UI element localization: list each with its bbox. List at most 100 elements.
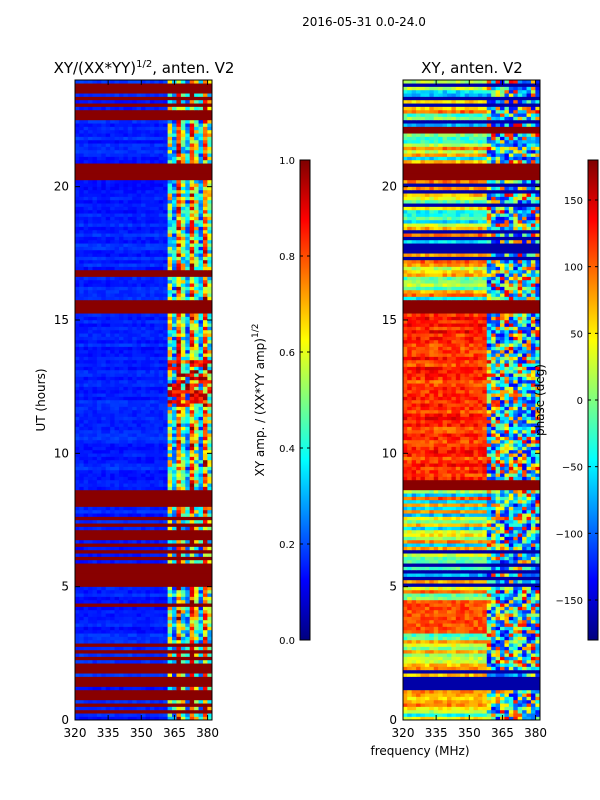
heatmap-cell — [172, 226, 177, 231]
heatmap-cell — [202, 373, 208, 377]
heatmap-cell — [79, 259, 85, 264]
heatmap-cell — [75, 519, 80, 524]
heatmap-cell — [105, 233, 111, 237]
heatmap-cell — [96, 339, 102, 344]
heatmap-cell — [79, 403, 85, 407]
heatmap-cell — [83, 463, 89, 467]
heatmap-cell — [158, 426, 164, 431]
heatmap-cell — [101, 439, 107, 444]
heatmap-cell — [198, 139, 204, 144]
heatmap-cell — [172, 356, 177, 361]
heatmap-cell — [189, 209, 195, 214]
heatmap-cell — [96, 336, 102, 341]
heatmap-cell — [123, 283, 129, 287]
heatmap-cell — [158, 159, 164, 164]
heatmap-cell — [180, 159, 186, 164]
heatmap-cell — [180, 629, 186, 634]
heatmap-cell — [495, 673, 501, 677]
heatmap-cell — [180, 193, 186, 197]
heatmap-cell — [477, 689, 483, 694]
heatmap-cell — [451, 706, 457, 711]
heatmap-cell — [141, 416, 146, 421]
heatmap-cell — [105, 459, 111, 464]
heatmap-cell — [79, 539, 85, 544]
heatmap-cell — [83, 623, 89, 627]
heatmap-cell — [79, 616, 85, 621]
heatmap-cell — [154, 183, 160, 187]
heatmap-cell — [455, 649, 461, 654]
heatmap-cell — [180, 623, 186, 627]
heatmap-cell — [88, 179, 93, 184]
heatmap-cell — [132, 279, 138, 284]
heatmap-cell — [194, 706, 199, 711]
heatmap-cell — [163, 349, 169, 354]
heatmap-cell — [114, 613, 120, 617]
heatmap-cell — [141, 433, 146, 437]
heatmap-cell — [88, 196, 93, 201]
heatmap-cell — [451, 713, 457, 717]
heatmap-cell — [473, 649, 479, 654]
heatmap-cell — [163, 133, 169, 137]
heatmap-cell — [185, 329, 191, 334]
heatmap-cell — [123, 633, 129, 637]
heatmap-cell — [79, 279, 85, 284]
heatmap-cell — [114, 416, 120, 421]
heatmap-cell — [110, 716, 115, 720]
heatmap-cell — [96, 716, 102, 720]
heatmap-cell — [110, 329, 115, 334]
heatmap-cell — [189, 473, 195, 477]
heatmap-cell — [154, 213, 160, 217]
heatmap-cell — [491, 709, 497, 714]
heatmap-cell — [438, 666, 443, 671]
heatmap-cell — [504, 696, 510, 701]
heatmap-cell — [207, 189, 212, 194]
heatmap-cell — [185, 589, 191, 594]
heatmap-cell — [411, 666, 417, 671]
heatmap-cell — [176, 363, 182, 367]
heatmap-cell — [185, 606, 191, 611]
heatmap-cell — [118, 253, 124, 257]
heatmap-cell — [136, 519, 142, 524]
heatmap-cell — [202, 409, 208, 414]
heatmap-cell — [180, 156, 186, 161]
heatmap-cell — [167, 593, 173, 597]
heatmap-cell — [101, 119, 107, 124]
heatmap-cell — [180, 706, 186, 711]
heatmap-cell — [455, 653, 461, 657]
heatmap-cell — [88, 629, 93, 634]
heatmap-cell — [207, 339, 212, 344]
heatmap-cell — [185, 453, 191, 457]
heatmap-cell — [185, 439, 191, 444]
heatmap-cell — [185, 473, 191, 477]
heatmap-cell — [451, 673, 457, 677]
heatmap-cell — [83, 129, 89, 134]
heatmap-cell — [403, 649, 408, 654]
heatmap-cell — [83, 286, 89, 291]
heatmap-cell — [158, 359, 164, 364]
heatmap-cell — [101, 183, 107, 187]
heatmap-cell — [101, 456, 107, 461]
heatmap-cell — [110, 319, 115, 324]
heatmap-cell — [79, 639, 85, 644]
heatmap-cell — [149, 243, 155, 247]
heatmap-cell — [176, 226, 182, 231]
heatmap-cell — [207, 386, 212, 391]
heatmap-cell — [101, 80, 107, 84]
heatmap-cell — [79, 296, 85, 301]
heatmap-cell — [154, 143, 160, 147]
heatmap-cell — [96, 399, 102, 404]
heatmap-cell — [149, 423, 155, 427]
heatmap-cell — [207, 513, 212, 517]
heatmap-cell — [403, 706, 408, 711]
heatmap-cell — [403, 716, 408, 720]
heatmap-cell — [75, 626, 80, 631]
heatmap-cell — [154, 119, 160, 124]
heatmap-cell — [180, 353, 186, 357]
heatmap-cell — [88, 609, 93, 614]
heatmap-cell — [180, 266, 186, 271]
heatmap-cell — [185, 356, 191, 361]
heatmap-cell — [198, 389, 204, 394]
heatmap-cell — [105, 616, 111, 621]
heatmap-cell — [105, 249, 111, 254]
heatmap-cell — [136, 699, 142, 704]
